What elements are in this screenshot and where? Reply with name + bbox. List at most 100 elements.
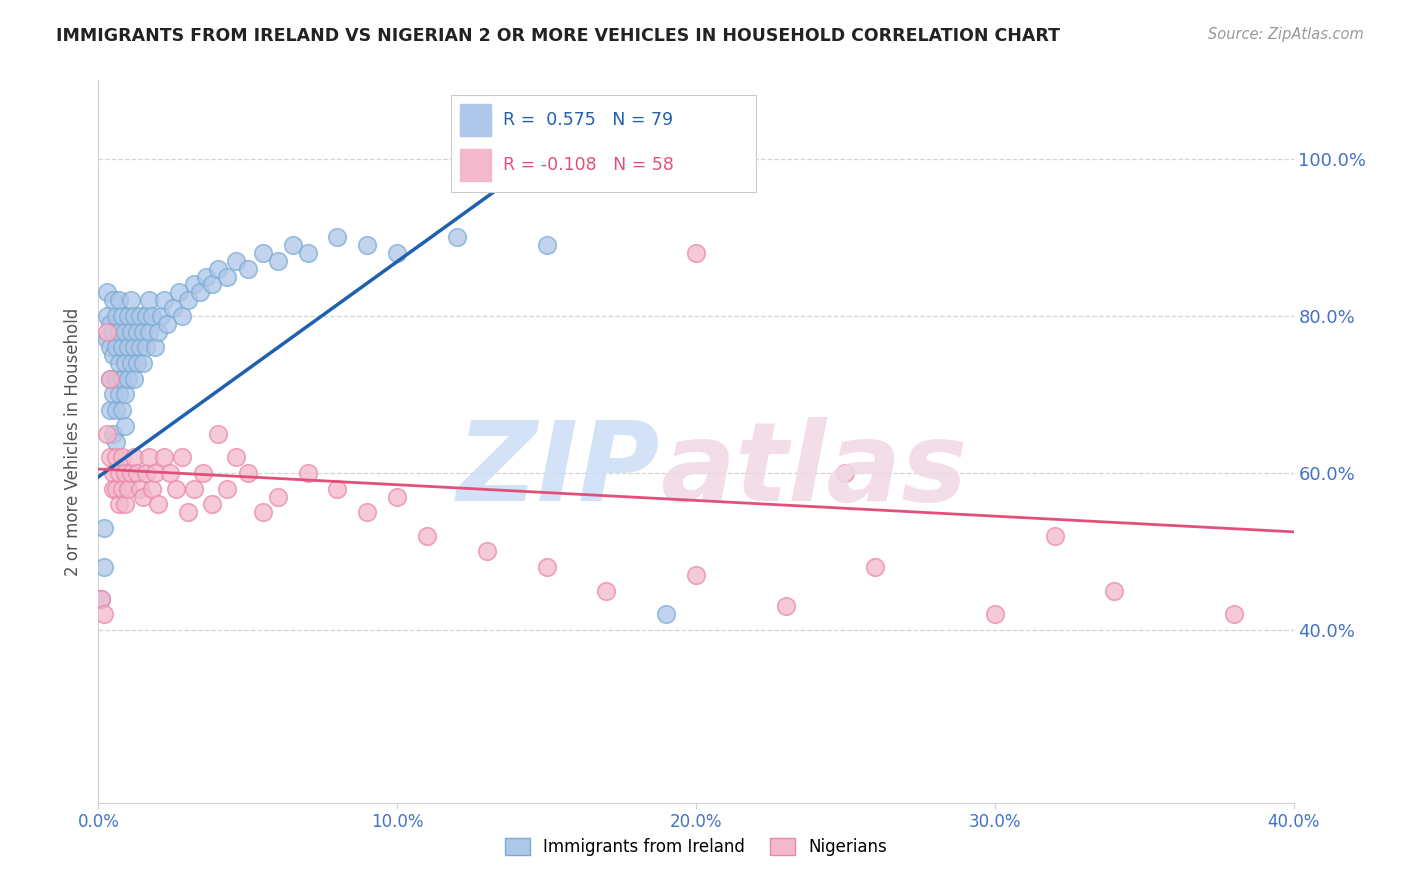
Point xyxy=(201,497,224,511)
Point xyxy=(984,607,1007,622)
Point xyxy=(236,261,259,276)
Point xyxy=(103,426,125,441)
Point xyxy=(135,340,157,354)
Point xyxy=(685,568,707,582)
Point xyxy=(188,285,211,300)
Point xyxy=(138,325,160,339)
Point xyxy=(124,372,146,386)
Point xyxy=(120,293,142,308)
Point xyxy=(267,254,290,268)
Point xyxy=(114,325,136,339)
Point xyxy=(536,238,558,252)
Point xyxy=(124,450,146,465)
Point xyxy=(141,482,163,496)
Point xyxy=(141,309,163,323)
Text: atlas: atlas xyxy=(661,417,967,524)
Point xyxy=(143,340,166,354)
Point xyxy=(111,309,134,323)
Point xyxy=(103,293,125,308)
Point xyxy=(252,246,274,260)
Point xyxy=(1043,529,1066,543)
Point xyxy=(90,591,112,606)
Point xyxy=(114,466,136,480)
Point xyxy=(156,317,179,331)
Point xyxy=(117,482,139,496)
Point xyxy=(685,246,707,260)
Point xyxy=(98,317,122,331)
Point xyxy=(385,490,409,504)
Point xyxy=(111,482,134,496)
Point xyxy=(96,285,118,300)
Point xyxy=(120,356,142,370)
Point xyxy=(215,482,238,496)
Point xyxy=(105,434,128,449)
Point xyxy=(153,450,176,465)
Point xyxy=(536,560,558,574)
Point xyxy=(129,482,152,496)
Point xyxy=(356,238,378,252)
Point xyxy=(252,505,274,519)
Point xyxy=(177,293,200,308)
Point xyxy=(105,372,128,386)
Point xyxy=(297,246,319,260)
Point xyxy=(96,309,118,323)
Point xyxy=(153,293,176,308)
Point xyxy=(105,482,128,496)
Point xyxy=(834,466,856,480)
Point xyxy=(105,309,128,323)
Point xyxy=(120,325,142,339)
Point xyxy=(165,482,187,496)
Point xyxy=(207,261,229,276)
Point xyxy=(183,277,205,292)
Point xyxy=(117,372,139,386)
Point xyxy=(132,490,155,504)
Point xyxy=(114,418,136,433)
Point xyxy=(108,497,131,511)
Point xyxy=(225,254,247,268)
Point xyxy=(129,309,152,323)
Point xyxy=(114,356,136,370)
Point xyxy=(416,529,439,543)
Point xyxy=(111,340,134,354)
Point xyxy=(183,482,205,496)
Point xyxy=(1104,583,1126,598)
Point xyxy=(103,387,125,401)
Point xyxy=(385,246,409,260)
Point xyxy=(865,560,887,574)
Point xyxy=(127,325,149,339)
Point xyxy=(103,482,125,496)
Point xyxy=(148,497,170,511)
Point xyxy=(655,607,678,622)
Point xyxy=(108,293,131,308)
Point xyxy=(98,340,122,354)
Point xyxy=(775,599,797,614)
Point xyxy=(103,325,125,339)
Y-axis label: 2 or more Vehicles in Household: 2 or more Vehicles in Household xyxy=(65,308,83,575)
Point xyxy=(90,591,112,606)
Point xyxy=(98,450,122,465)
Point xyxy=(127,466,149,480)
Point xyxy=(172,450,194,465)
Text: IMMIGRANTS FROM IRELAND VS NIGERIAN 2 OR MORE VEHICLES IN HOUSEHOLD CORRELATION : IMMIGRANTS FROM IRELAND VS NIGERIAN 2 OR… xyxy=(56,27,1060,45)
Point xyxy=(124,340,146,354)
Text: ZIP: ZIP xyxy=(457,417,661,524)
Point xyxy=(167,285,190,300)
Point xyxy=(98,372,122,386)
Point xyxy=(281,238,304,252)
Point xyxy=(172,309,194,323)
Point xyxy=(120,466,142,480)
Point xyxy=(207,426,229,441)
Point xyxy=(98,403,122,417)
Point xyxy=(108,466,131,480)
Point xyxy=(143,466,166,480)
Point xyxy=(267,490,290,504)
Point xyxy=(356,505,378,519)
Point xyxy=(127,356,149,370)
Point xyxy=(111,403,134,417)
Point xyxy=(1223,607,1246,622)
Point xyxy=(225,450,247,465)
Point xyxy=(96,426,118,441)
Legend: Immigrants from Ireland, Nigerians: Immigrants from Ireland, Nigerians xyxy=(498,831,894,863)
Point xyxy=(138,293,160,308)
Point xyxy=(326,230,349,244)
